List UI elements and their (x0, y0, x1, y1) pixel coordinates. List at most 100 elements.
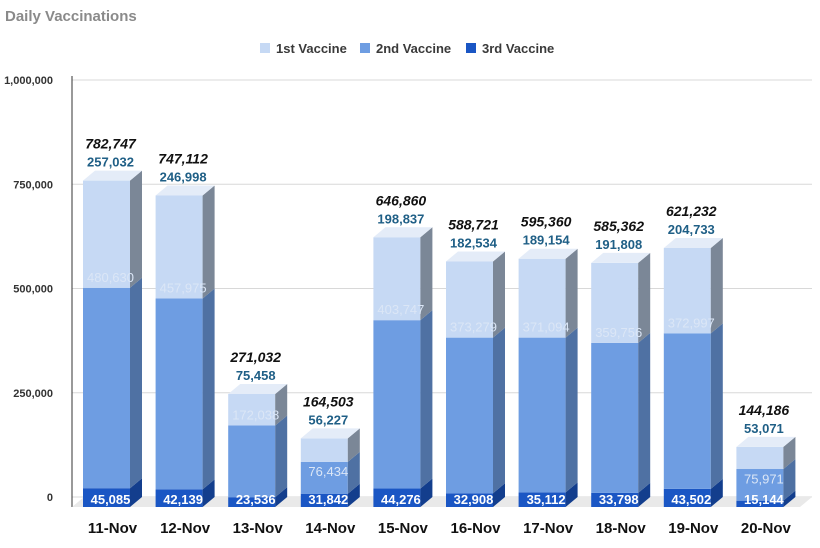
bar-top-face (373, 227, 433, 238)
data-label-1st-vaccine: 56,227 (308, 412, 348, 427)
x-tick-label: 11-Nov (88, 520, 138, 537)
data-label-1st-vaccine: 198,837 (377, 211, 424, 226)
bar-top-face (736, 436, 796, 447)
data-label-2nd-vaccine: 371,094 (523, 320, 570, 335)
y-tick-label: 1,000,000 (4, 75, 53, 87)
bar-15-Nov: 44,276 403,747 198,837 646,860 (373, 192, 433, 507)
data-label-1st-vaccine: 75,458 (236, 368, 276, 383)
bar-side-1st-vaccine (202, 185, 215, 299)
x-tick-label: 14-Nov (305, 520, 356, 537)
legend-item-2nd-vaccine: 2nd Vaccine (360, 41, 451, 56)
bar-segment-3rd-vaccine (736, 500, 784, 507)
x-axis: 11-Nov 12-Nov 13-Nov 14-Nov 15-Nov 16-Nov 17-N… (88, 520, 792, 537)
bar-segment-3rd-vaccine (228, 497, 276, 507)
bar-segment-2nd-vaccine (663, 333, 711, 489)
bar-side-1st-vaccine (638, 252, 651, 343)
bar-side-2nd-vaccine (710, 323, 723, 489)
bar-segment-1st-vaccine (591, 262, 639, 343)
bar-segment-3rd-vaccine (446, 493, 493, 507)
data-label-1st-vaccine: 53,071 (744, 421, 784, 436)
y-tick-label: 750,000 (13, 179, 53, 191)
x-tick-label: 20-Nov (741, 520, 792, 537)
x-tick-label: 17-Nov (523, 520, 574, 537)
bar-side-3rd-vaccine (420, 478, 433, 507)
bar-segment-1st-vaccine (373, 237, 421, 321)
data-label-1st-vaccine: 189,154 (523, 233, 571, 248)
legend-swatch-2nd-vaccine (360, 43, 370, 53)
data-label-total: 271,032 (229, 349, 281, 365)
bar-top-face (300, 428, 360, 439)
data-label-total: 144,186 (739, 402, 790, 418)
bar-side-2nd-vaccine (783, 459, 796, 501)
data-label-3rd-vaccine: 44,276 (381, 492, 421, 507)
bar-top-face (83, 170, 142, 181)
data-label-1st-vaccine: 204,733 (668, 222, 715, 237)
bar-top-face (228, 383, 288, 394)
chart-title: Daily Vaccinations (5, 8, 137, 25)
data-label-3rd-vaccine: 31,842 (308, 492, 348, 507)
bar-side-3rd-vaccine (783, 490, 796, 507)
bar-side-1st-vaccine (130, 170, 142, 288)
bar-side-3rd-vaccine (565, 482, 578, 507)
bar-13-Nov: 23,536 172,038 75,458 271,032 (228, 349, 288, 507)
legend: 1st Vaccine 2nd Vaccine 3rd Vaccine (260, 41, 554, 56)
data-label-3rd-vaccine: 32,908 (454, 492, 494, 507)
legend-label-3rd-vaccine: 3rd Vaccine (482, 41, 554, 56)
data-label-2nd-vaccine: 457,975 (160, 280, 207, 295)
bar-segment-1st-vaccine (446, 261, 493, 338)
legend-label-2nd-vaccine: 2nd Vaccine (376, 41, 451, 56)
data-label-2nd-vaccine: 480,630 (87, 270, 134, 285)
bar-17-Nov: 35,112 371,094 189,154 595,360 (518, 214, 578, 507)
bar-segment-2nd-vaccine (736, 469, 784, 501)
y-tick-label: 250,000 (13, 388, 53, 400)
bar-19-Nov: 43,502 372,997 204,733 621,232 (663, 203, 723, 507)
bar-16-Nov: 32,908 373,279 182,534 588,721 (446, 217, 505, 507)
data-label-2nd-vaccine: 75,971 (744, 471, 784, 486)
bar-top-face (446, 251, 505, 262)
data-label-total: 646,860 (376, 192, 427, 208)
data-label-total: 621,232 (666, 203, 717, 219)
bar-side-1st-vaccine (420, 227, 433, 321)
x-tick-label: 15-Nov (378, 520, 429, 537)
bar-segment-2nd-vaccine (518, 337, 566, 493)
bar-segment-1st-vaccine (155, 195, 203, 299)
bar-top-face (155, 185, 215, 196)
bar-side-2nd-vaccine (275, 415, 288, 498)
bar-side-3rd-vaccine (710, 478, 723, 507)
bar-side-3rd-vaccine (493, 483, 505, 507)
bar-side-2nd-vaccine (202, 288, 215, 490)
bar-segment-1st-vaccine (228, 393, 276, 426)
bar-segment-1st-vaccine (736, 446, 784, 470)
bar-segment-3rd-vaccine (518, 492, 566, 507)
bar-segment-2nd-vaccine (591, 342, 639, 493)
data-label-3rd-vaccine: 45,085 (91, 492, 131, 507)
bar-segment-1st-vaccine (83, 180, 130, 288)
bar-20-Nov: 15,144 75,971 53,071 144,186 (736, 402, 796, 507)
bar-side-3rd-vaccine (347, 483, 360, 507)
y-tick-label: 0 (47, 492, 53, 504)
bar-side-1st-vaccine (493, 251, 505, 338)
bar-segment-1st-vaccine (300, 438, 348, 462)
bar-side-2nd-vaccine (130, 277, 142, 489)
bar-segment-3rd-vaccine (155, 489, 203, 507)
bar-side-1st-vaccine (783, 436, 796, 470)
data-label-2nd-vaccine: 372,997 (668, 315, 715, 330)
bar-segment-2nd-vaccine (155, 298, 203, 490)
bar-segment-1st-vaccine (518, 258, 566, 338)
data-label-3rd-vaccine: 33,798 (599, 492, 639, 507)
legend-label-1st-vaccine: 1st Vaccine (276, 41, 347, 56)
bar-top-face (518, 248, 578, 259)
bar-segment-2nd-vaccine (300, 461, 348, 494)
data-label-total: 585,362 (593, 218, 644, 234)
data-label-total: 588,721 (448, 217, 499, 233)
legend-swatch-3rd-vaccine (466, 43, 476, 53)
data-label-2nd-vaccine: 359,756 (595, 325, 642, 340)
data-label-total: 782,747 (85, 136, 137, 152)
data-label-2nd-vaccine: 403,747 (377, 302, 424, 317)
data-label-3rd-vaccine: 35,112 (527, 492, 566, 507)
bar-segment-1st-vaccine (663, 247, 711, 334)
bar-segment-2nd-vaccine (446, 337, 493, 494)
legend-item-3rd-vaccine: 3rd Vaccine (466, 41, 554, 56)
bar-11-Nov: 45,085 480,630 257,032 782,747 (83, 136, 142, 507)
